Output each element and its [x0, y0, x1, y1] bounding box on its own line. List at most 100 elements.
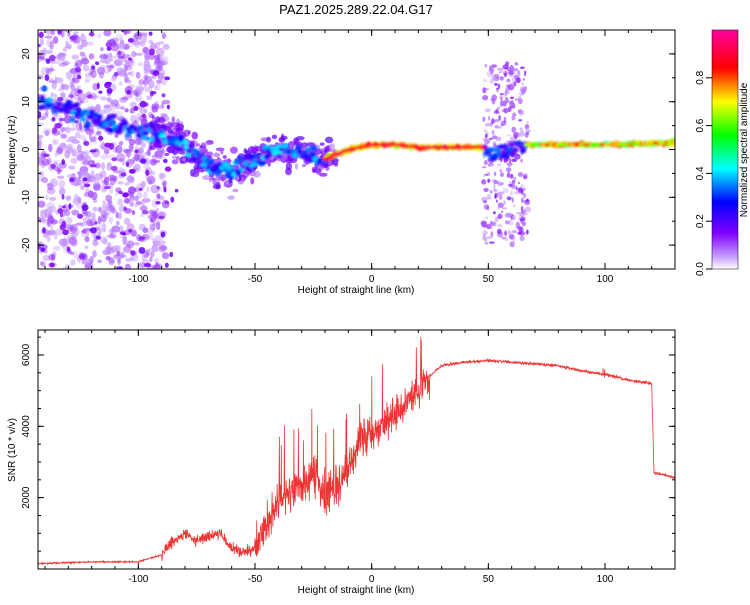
- spectral-cell: [525, 128, 531, 133]
- spectral-cell: [486, 204, 490, 211]
- spectral-cell: [305, 146, 312, 153]
- spectral-cell: [148, 31, 153, 36]
- spectral-cell: [157, 72, 166, 77]
- spectral-cell: [54, 122, 62, 129]
- spectral-cell: [482, 174, 486, 178]
- spectral-cell: [65, 216, 73, 225]
- spectral-cell: [511, 197, 514, 203]
- spectral-cell: [497, 180, 501, 187]
- spectral-cell: [60, 126, 66, 133]
- spectral-cell: [170, 196, 175, 203]
- spectral-cell: [72, 197, 80, 206]
- spectral-cell: [64, 150, 71, 159]
- spectral-cell: [164, 262, 169, 268]
- spectral-cell: [51, 127, 58, 134]
- spectral-cell: [107, 154, 115, 159]
- spectral-cell: [127, 38, 134, 43]
- spectral-cell: [489, 221, 496, 227]
- spectral-cell: [67, 94, 75, 99]
- spectral-cell: [126, 89, 131, 95]
- spectral-cell: [148, 145, 156, 150]
- spectral-cell: [139, 205, 148, 212]
- spectral-cell: [135, 90, 139, 98]
- spectral-cell: [44, 130, 50, 137]
- spectral-cell: [68, 203, 72, 210]
- spectral-cell: [45, 30, 54, 35]
- spectral-cell: [521, 197, 524, 203]
- spectral-cell: [91, 191, 98, 201]
- spectral-cell: [95, 61, 100, 66]
- spectral-cell: [66, 246, 71, 252]
- spectral-cell: [82, 159, 90, 166]
- spectral-cell: [120, 106, 125, 110]
- spectral-cell: [154, 234, 163, 242]
- spectral-cell: [66, 174, 74, 178]
- spectral-cell: [492, 74, 497, 81]
- spectral-cell: [152, 211, 158, 219]
- x-tick-label: 50: [483, 574, 495, 585]
- spectral-cell: [259, 160, 266, 166]
- spectral-cell: [38, 155, 44, 162]
- spectral-cell: [116, 67, 125, 74]
- spectral-cell: [99, 170, 107, 178]
- spectral-cell: [94, 104, 101, 113]
- spectral-cell: [48, 143, 53, 153]
- spectral-cell: [143, 69, 151, 74]
- spectral-cell: [41, 86, 48, 92]
- spectral-cell: [510, 173, 514, 179]
- spectral-cell: [61, 84, 70, 90]
- spectral-cell: [98, 135, 104, 141]
- spectral-cell: [252, 170, 261, 178]
- spectral-cell: [507, 162, 512, 168]
- spectral-cell: [100, 96, 108, 101]
- spectral-cell: [72, 31, 79, 35]
- spectral-cell: [524, 172, 528, 176]
- spectral-cell: [200, 142, 209, 146]
- spectral-cell: [514, 62, 519, 66]
- spectral-cell: [202, 175, 211, 181]
- spectral-cell: [82, 216, 91, 224]
- spectral-cell: [152, 70, 160, 76]
- spectral-cell: [496, 67, 503, 71]
- spectral-cell: [103, 186, 111, 190]
- spectral-cell: [126, 175, 135, 183]
- spectral-cell: [506, 196, 512, 200]
- spectral-cell: [517, 95, 522, 99]
- spectral-cell: [127, 153, 131, 159]
- spectral-cell: [118, 81, 123, 86]
- spectral-cell: [138, 187, 143, 192]
- spectral-cell: [113, 253, 123, 260]
- spectral-cell: [232, 188, 239, 193]
- spectral-cell: [137, 62, 144, 67]
- spectral-cell: [154, 116, 161, 123]
- spectral-cell: [522, 212, 529, 216]
- spectral-cell: [491, 94, 498, 101]
- spectral-cell: [93, 173, 103, 181]
- spectral-cell: [492, 135, 498, 140]
- spectral-cell: [143, 32, 148, 38]
- spectral-cell: [112, 244, 122, 253]
- spectral-cell: [129, 201, 134, 207]
- spectral-cell: [118, 140, 124, 146]
- spectral-cell: [286, 157, 294, 161]
- spectral-cell: [138, 262, 147, 268]
- spectral-cell: [502, 92, 508, 99]
- spectral-cell: [329, 143, 335, 151]
- spectral-cell: [64, 209, 71, 217]
- spectral-cell: [47, 68, 55, 72]
- spectral-cell: [143, 58, 150, 68]
- spectral-cell: [88, 156, 92, 162]
- spectrogram-heatmap: [38, 30, 675, 269]
- spectral-cell: [42, 128, 52, 136]
- spectral-cell: [164, 201, 169, 205]
- spectral-cell: [129, 169, 135, 174]
- spectral-cell: [114, 134, 119, 138]
- spectral-cell: [86, 175, 96, 183]
- spectral-cell: [176, 127, 184, 133]
- spectral-cell: [164, 166, 172, 172]
- spectral-cell: [302, 164, 306, 168]
- spectral-cell: [54, 139, 59, 146]
- spectral-cell: [58, 238, 68, 247]
- spectral-cell: [94, 162, 101, 169]
- spectral-cell: [147, 247, 153, 256]
